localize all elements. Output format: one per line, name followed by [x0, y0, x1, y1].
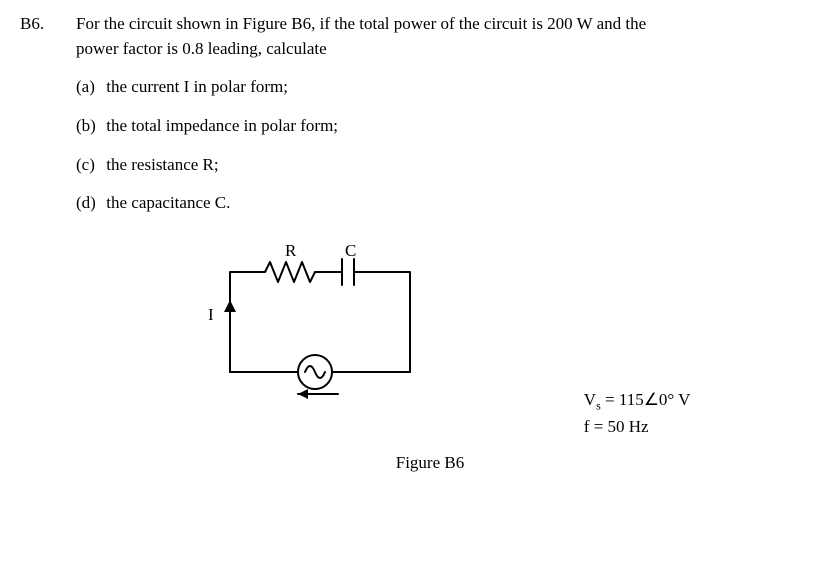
- figure-caption: Figure B6: [170, 451, 691, 476]
- circuit-svg: R C I: [170, 242, 470, 432]
- part-b-text: the total impedance in polar form;: [106, 116, 338, 135]
- source-voltage-line: Vs = 115∠0° V: [584, 388, 691, 415]
- resistor-icon: [265, 262, 315, 282]
- question-stem: For the circuit shown in Figure B6, if t…: [76, 12, 784, 61]
- part-d: (d) the capacitance C.: [76, 191, 784, 216]
- wire-top-right-down: [354, 272, 410, 372]
- figure-wrapper: R C I Vs = 115∠0° V f = 50 Hz Figure B6: [76, 242, 784, 476]
- part-b: (b) the total impedance in polar form;: [76, 114, 784, 139]
- label-r: R: [285, 242, 297, 260]
- page: B6. For the circuit shown in Figure B6, …: [0, 0, 828, 476]
- question-body: For the circuit shown in Figure B6, if t…: [76, 12, 784, 476]
- part-b-label: (b): [76, 114, 102, 139]
- stem-line-2: power factor is 0.8 leading, calculate: [76, 39, 327, 58]
- part-d-text: the capacitance C.: [106, 193, 230, 212]
- part-c-label: (c): [76, 153, 102, 178]
- source-ref-arrowhead-icon: [298, 389, 308, 399]
- question-row: B6. For the circuit shown in Figure B6, …: [20, 12, 784, 476]
- part-d-label: (d): [76, 191, 102, 216]
- source-text-block: Vs = 115∠0° V f = 50 Hz: [584, 388, 691, 439]
- question-number: B6.: [20, 12, 76, 476]
- source-frequency-line: f = 50 Hz: [584, 415, 691, 440]
- part-c-text: the resistance R;: [106, 155, 218, 174]
- vs-rest: = 115∠0° V: [601, 390, 691, 409]
- part-c: (c) the resistance R;: [76, 153, 784, 178]
- stem-line-1: For the circuit shown in Figure B6, if t…: [76, 14, 646, 33]
- vs-prefix: V: [584, 390, 596, 409]
- part-a: (a) the current I in polar form;: [76, 75, 784, 100]
- label-c: C: [345, 242, 356, 260]
- circuit-diagram: R C I Vs = 115∠0° V f = 50 Hz Figure B6: [170, 242, 691, 476]
- wire-top-left: [230, 272, 265, 282]
- part-a-label: (a): [76, 75, 102, 100]
- sine-icon: [305, 366, 325, 378]
- part-a-text: the current I in polar form;: [106, 77, 288, 96]
- label-i: I: [208, 305, 214, 324]
- current-arrow-icon: [224, 300, 236, 312]
